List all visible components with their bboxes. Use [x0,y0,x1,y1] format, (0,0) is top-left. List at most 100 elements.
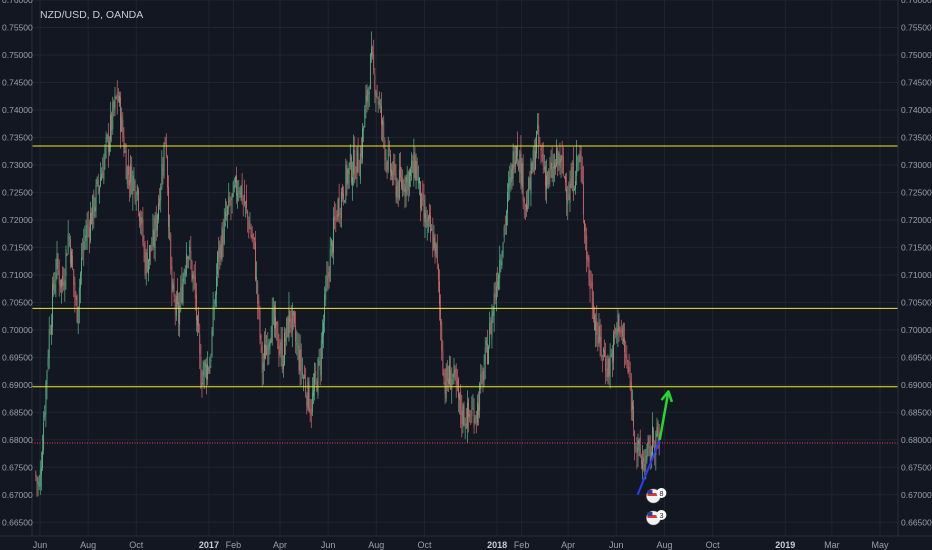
candle-body [332,242,333,254]
candle-body [87,225,89,227]
candle-body [94,207,96,212]
candle-body [52,283,53,327]
candle-body [187,257,188,259]
candle-body [539,141,541,143]
candle-body [45,382,47,415]
event-count: 8 [659,489,663,498]
candle-body [616,328,618,336]
candle-body [151,249,153,251]
candle-body [288,307,290,340]
candle-body [492,311,494,316]
event-badges[interactable]: 83 [646,488,667,526]
candle-body [98,186,100,192]
candle-body [112,102,114,130]
candle-body [287,317,289,337]
candle-body [56,253,58,269]
candle-body [435,242,437,253]
candle-body [385,158,387,160]
candle-body [620,329,622,333]
candle-body [96,177,98,185]
candle-body [347,169,349,184]
candle-body [246,199,247,209]
candle-body [306,394,308,406]
y-tick-label-right: 0.71000 [901,270,932,280]
candle-body [139,213,140,222]
candle-body [517,147,518,156]
y-tick-label-right: 0.69500 [901,352,932,362]
candle-body [309,407,311,414]
candle-body [503,227,505,238]
candle-body [639,437,641,457]
candle-body [218,247,220,262]
candle-body [465,423,467,429]
candle-body [523,199,525,204]
candle-body [556,149,557,166]
y-tick-label-left: 0.66500 [2,517,33,527]
candle-body [518,161,520,169]
candle-body [359,153,361,180]
event-count-bubble [656,510,667,520]
y-tick-label-left: 0.68500 [2,407,33,417]
candle-body [644,463,646,470]
candle-body [181,283,183,303]
candle-body [171,266,173,294]
economic-event-badge[interactable]: 3 [646,510,667,526]
candle-body [75,295,77,301]
candle-body [233,185,235,188]
candle-body [401,176,402,187]
candle-body [293,311,294,316]
candle-body [590,284,592,286]
y-tick-label-left: 0.72000 [2,215,33,225]
candle-body [512,151,514,179]
candle-body [618,315,620,332]
candle-body [459,394,460,400]
candle-body [599,325,601,342]
candle-body [390,154,391,172]
right-axis-bg [898,0,932,550]
candle-body [408,171,410,187]
candle-body [466,402,468,428]
candle-body [388,148,390,151]
candle-body [463,405,465,426]
candle-body [159,198,161,206]
candle-body [110,114,111,141]
support-trendline[interactable] [636,439,661,496]
candle-body [355,177,357,179]
candle-body [278,346,280,356]
candle-body [311,393,313,412]
candle-body [534,151,536,170]
candle-body [417,178,419,184]
candle-body [373,54,375,70]
candle-body [342,187,343,198]
candle-body [575,180,576,189]
candle-body [366,90,368,101]
candle-body [491,314,493,339]
candle-body [127,164,129,175]
x-tick-label: Aug [80,540,96,550]
economic-event-badge[interactable]: 8 [646,488,667,504]
candle-body [313,389,314,397]
candle-body [650,451,652,457]
candle-body [566,187,568,200]
projection-arrow[interactable] [658,391,670,441]
candle-body [185,253,187,275]
candle-body [36,476,38,483]
time-axis[interactable]: Jun Aug Oct 2017 Feb Apr Jun Aug Oct 2018 Feb Apr Ju… [0,535,932,550]
candle-body [393,161,395,176]
candle-body [560,155,562,163]
candle-body [209,366,211,374]
candle-body [549,169,551,171]
candle-body [46,371,48,385]
candle-body [633,406,634,427]
candle-body [479,384,481,411]
candle-body [76,295,78,322]
candle-body [284,332,285,365]
candle-body [266,345,268,355]
candle-body [65,249,67,276]
candle-body [419,177,420,184]
candle-body [268,343,270,350]
drawing-tools[interactable] [636,390,674,496]
